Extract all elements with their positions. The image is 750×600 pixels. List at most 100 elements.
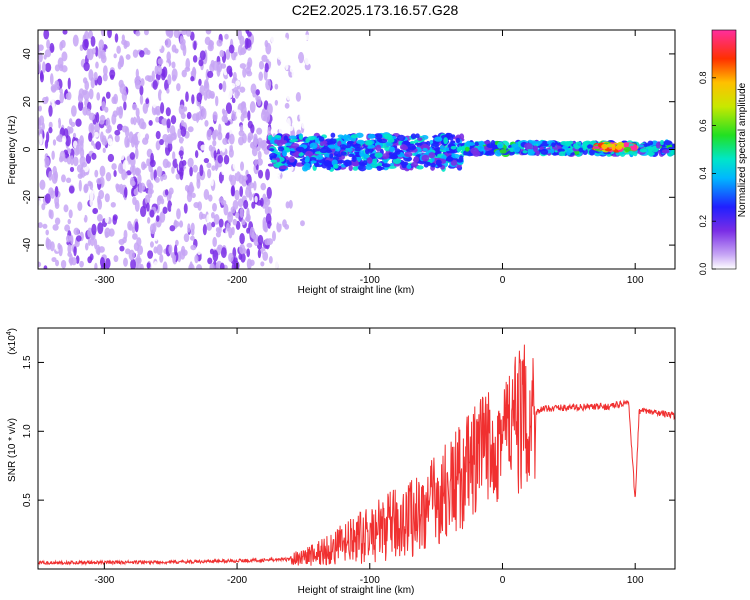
spectrogram-cell — [601, 143, 608, 150]
spectrogram-cell — [147, 187, 153, 199]
spectrogram-cell — [155, 215, 160, 222]
spectrogram-cell — [96, 214, 103, 222]
spectrogram-cell — [40, 158, 45, 170]
spectrogram-cell — [126, 196, 133, 203]
spectrogram-cell — [358, 164, 367, 172]
spectrogram-cell — [139, 85, 144, 96]
y-tick-label: 1.5 — [22, 355, 33, 369]
spectrogram-cell — [671, 144, 675, 148]
spectrogram-cell — [533, 145, 538, 153]
spectrogram-cell — [107, 153, 115, 163]
spectrogram-cell — [216, 39, 223, 47]
spectrogram-cell — [352, 166, 359, 171]
spectrogram-cell — [55, 135, 61, 142]
spectrogram-cell — [535, 140, 543, 145]
spectrogram-cell — [284, 102, 290, 109]
spectrogram-cell — [363, 153, 368, 160]
spectrogram-cell — [332, 156, 340, 161]
spectrogram-cell — [209, 262, 215, 269]
spectrogram-cell — [217, 154, 224, 164]
spectrogram-cell — [263, 115, 267, 122]
snr-series-line — [38, 344, 675, 566]
spectrogram-cell — [295, 146, 305, 152]
spectrogram-cell — [157, 195, 164, 201]
spectrogram-cell — [127, 220, 132, 231]
y-tick-label: 0 — [22, 146, 33, 152]
spectrogram-cell — [67, 218, 71, 225]
spectrogram-cell — [237, 30, 243, 41]
spectrogram-cell — [522, 150, 528, 154]
spectrogram-cell — [301, 99, 306, 111]
spectrogram-cell — [162, 66, 168, 79]
spectrogram-cell — [129, 176, 135, 186]
spectrogram-cell — [611, 143, 616, 151]
spectrogram-cell — [254, 159, 258, 166]
spectrogram-cell — [304, 97, 309, 108]
spectrogram-cell — [73, 246, 77, 257]
spectrogram-cell — [43, 156, 50, 169]
spectrogram-cell — [282, 37, 288, 44]
spectrogram-cell — [48, 121, 53, 129]
spectrogram-cell — [241, 145, 247, 154]
spectrogram-cell — [394, 148, 401, 155]
spectrogram-cell — [63, 204, 69, 213]
spectrogram-cell — [175, 173, 181, 180]
spectrogram-cell — [301, 122, 306, 129]
spectrogram-cell — [52, 165, 57, 176]
spectrogram-cell — [185, 58, 191, 70]
spectrogram-cell — [238, 130, 245, 137]
spectrogram-cell — [124, 135, 130, 148]
spectrogram-cell — [302, 231, 307, 237]
spectrogram-cell — [388, 135, 393, 139]
spectrogram-cell — [265, 213, 272, 225]
spectrogram-cell — [159, 253, 164, 263]
colorbar-tick-label: 0.4 — [698, 167, 708, 180]
spectrogram-cell — [390, 162, 395, 166]
spectrogram-cell — [196, 249, 202, 255]
spectrogram-cell — [212, 202, 217, 212]
spectrogram-cell — [183, 203, 188, 214]
spectrogram-cell — [172, 97, 179, 105]
svg-text:(x104): (x104) — [6, 328, 18, 355]
spectrogram-cell — [105, 117, 111, 129]
spectrogram-cell — [123, 229, 128, 240]
spectrogram-cell — [356, 139, 365, 145]
spectrogram-cell — [178, 136, 184, 144]
spectrogram-cell — [235, 80, 241, 87]
spectrogram-cell — [102, 73, 108, 82]
spectrogram-cell — [228, 252, 234, 263]
spectrogram-cell — [256, 96, 262, 107]
spectrogram-cell — [179, 170, 184, 181]
spectrogram-cell — [406, 164, 412, 170]
spectrogram-cell — [281, 207, 288, 215]
spectrogram-cell — [61, 51, 68, 62]
spectrogram-cell — [451, 153, 460, 159]
spectrogram-cell — [276, 221, 282, 233]
spectrogram-cell — [155, 116, 160, 123]
spectrogram-cell — [162, 158, 169, 169]
snr-frame — [37, 327, 676, 570]
spectrogram-cell — [275, 72, 282, 80]
spectrogram-cell — [87, 227, 93, 238]
spectrogram-cell — [203, 80, 210, 93]
spectrogram-cell — [97, 75, 103, 86]
spectrogram-cell — [181, 30, 188, 36]
spectrogram-cell — [574, 145, 581, 150]
spectrogram-cell — [450, 145, 457, 150]
spectrogram-cell — [362, 160, 368, 166]
spectrogram-cell — [235, 55, 242, 63]
spectrogram-cell — [59, 91, 65, 104]
spectrogram-cell — [88, 88, 94, 100]
spectrogram-cell — [104, 193, 110, 203]
spectrogram-cell — [211, 165, 216, 171]
spectrogram-cell — [66, 156, 72, 165]
spectrogram-cell — [171, 44, 177, 53]
spectrogram-cell — [161, 118, 167, 126]
spectrogram-cell — [187, 126, 194, 133]
spectrogram-cell — [39, 133, 43, 146]
spectrogram-cell — [222, 110, 228, 118]
spectrogram-cell — [179, 35, 184, 43]
spectrogram-cell — [81, 210, 85, 219]
spectrogram-cell — [289, 207, 296, 219]
